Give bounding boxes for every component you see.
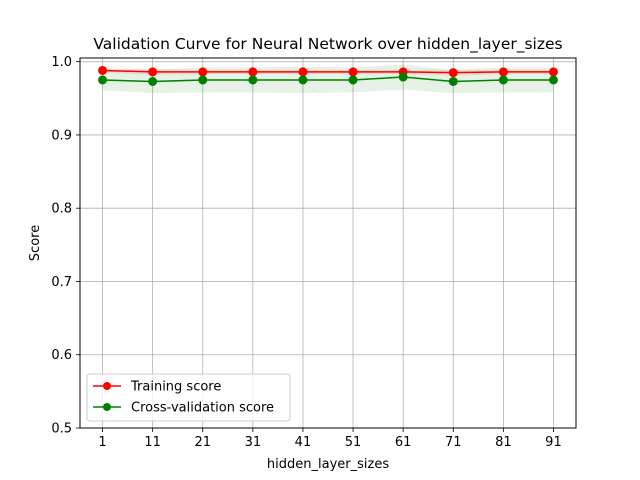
point-series-1-41 [298,75,308,85]
x-tick-label-61: 61 [395,435,412,450]
point-series-0-1 [98,65,108,75]
point-series-0-91 [548,67,558,77]
point-series-1-71 [448,76,458,86]
chart-title: Validation Curve for Neural Network over… [93,35,562,54]
grid-lines [80,58,576,429]
line-series-0 [102,69,554,74]
series-markers [98,65,558,86]
y-axis-label: Score [28,225,43,261]
point-series-0-81 [498,67,508,77]
legend: Training score Cross-validation score [86,373,291,422]
x-tick-label-91: 91 [545,435,562,450]
point-series-1-91 [548,75,558,85]
legend-marker-series-0 [103,382,111,390]
point-series-1-21 [198,75,208,85]
y-tick-label-0.7: 0.7 [51,275,72,290]
x-tick-label-31: 31 [245,435,262,450]
y-tick-label-0.5: 0.5 [51,422,72,437]
y-tick-label-0.8: 0.8 [51,202,72,217]
point-series-1-31 [248,75,258,85]
point-series-1-61 [398,72,408,82]
line-series-1 [102,76,554,83]
x-tick-label-71: 71 [445,435,462,450]
confidence-bands [102,64,554,94]
point-series-1-11 [148,76,158,86]
x-tick-label-41: 41 [295,435,312,450]
point-series-0-51 [348,67,358,77]
point-series-0-71 [448,68,458,78]
legend-label-series-0: Training score [130,380,221,395]
point-series-0-41 [298,67,308,77]
y-axis-ticks: 0.5 0.6 0.7 0.8 0.9 1.0 [51,55,80,437]
y-tick-label-0.6: 0.6 [51,348,72,363]
x-tick-label-11: 11 [144,435,161,450]
point-series-1-51 [348,75,358,85]
plot-area-frame [79,57,577,429]
x-tick-label-51: 51 [345,435,362,450]
point-series-0-21 [198,67,208,77]
legend-box [86,373,291,422]
x-tick-label-81: 81 [495,435,512,450]
point-series-1-1 [98,75,108,85]
legend-marker-series-1 [103,403,111,411]
x-tick-label-1: 1 [98,435,106,450]
legend-label-series-1: Cross-validation score [131,401,274,416]
x-axis-label: hidden_layer_sizes [267,457,389,472]
y-tick-label-1.0: 1.0 [51,55,72,70]
point-series-1-81 [498,75,508,85]
y-tick-label-0.9: 0.9 [51,128,72,143]
point-series-0-11 [148,67,158,77]
series-lines [102,69,554,83]
x-tick-label-21: 21 [194,435,211,450]
x-axis-ticks: 1 11 21 31 41 51 61 71 81 91 [98,428,562,450]
point-series-0-31 [248,67,258,77]
band-series-1 [102,64,554,94]
